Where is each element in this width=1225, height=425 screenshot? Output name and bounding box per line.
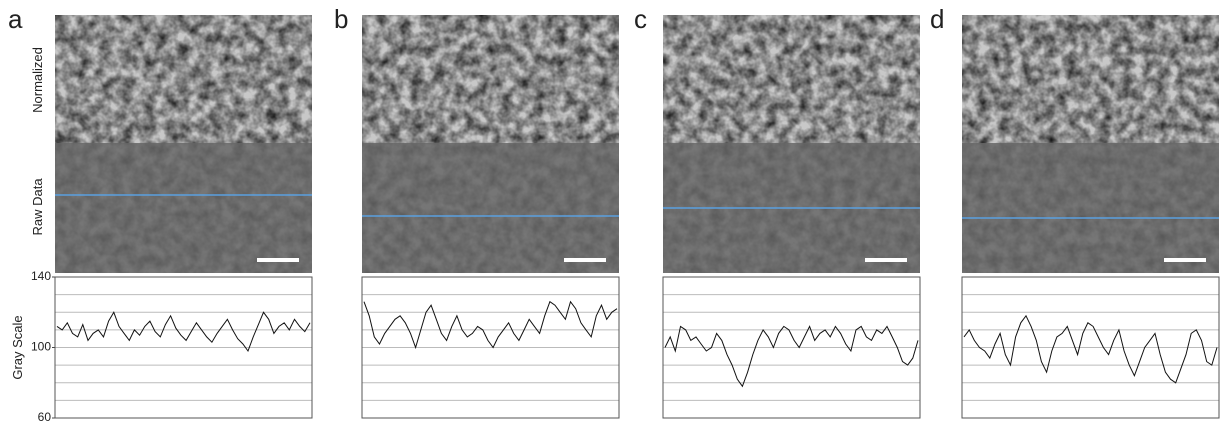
y-tick-label: 60	[38, 410, 52, 424]
trace	[963, 314, 1218, 384]
row-label: Normalized	[30, 47, 45, 113]
scale-bar	[1164, 258, 1206, 262]
scale-bar	[257, 258, 299, 262]
plot-frame	[361, 276, 620, 419]
normalized-texture	[663, 15, 920, 143]
trace	[363, 300, 618, 350]
plot-frame	[54, 276, 313, 419]
raw-texture	[362, 143, 619, 273]
panel-label: c	[634, 4, 647, 34]
plot-frame	[662, 276, 921, 419]
raw-texture	[962, 143, 1219, 273]
panel-label: a	[8, 4, 23, 34]
plot-frame	[961, 276, 1220, 419]
y-tick-label: 100	[31, 340, 51, 354]
normalized-texture	[962, 15, 1219, 143]
raw-texture	[55, 143, 312, 273]
scale-bar	[865, 258, 907, 262]
row-label: Raw Data	[30, 178, 45, 236]
trace	[664, 325, 919, 388]
normalized-texture	[362, 15, 619, 143]
panel-label: d	[930, 4, 944, 34]
scale-bar	[564, 258, 606, 262]
y-axis-label: Gray Scale	[10, 315, 25, 379]
normalized-texture	[55, 15, 312, 143]
trace	[56, 311, 311, 353]
panel-label: b	[334, 4, 348, 34]
y-tick-label: 140	[31, 269, 51, 283]
